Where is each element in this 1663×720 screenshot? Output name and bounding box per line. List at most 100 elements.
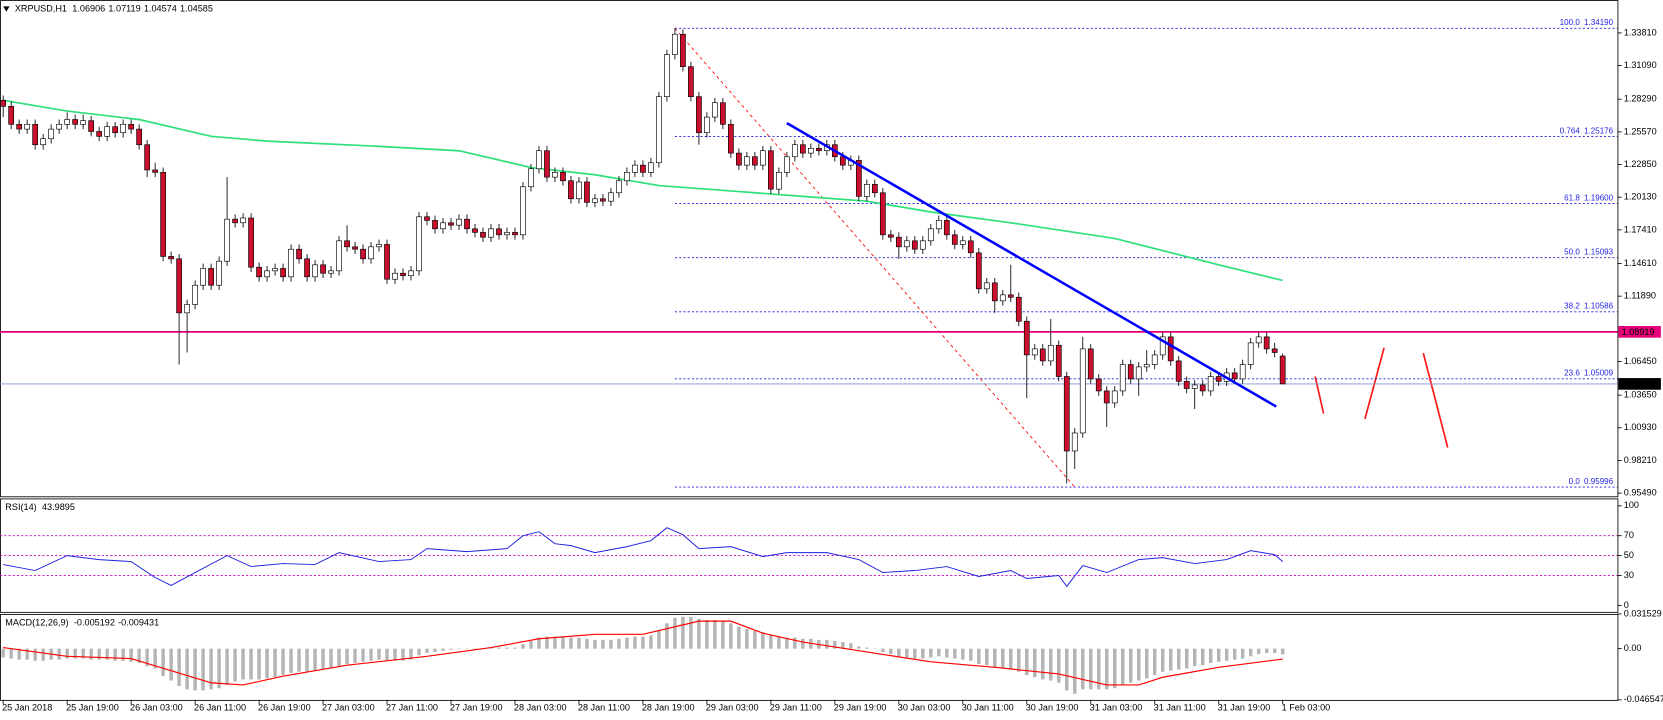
candle-body [959, 240, 966, 245]
y-tick-label: 1.28290 [1624, 94, 1657, 104]
macd-bar [321, 648, 325, 670]
fib-price: 1.19600 [1584, 193, 1614, 202]
x-tick-label: 26 Jan 11:00 [194, 703, 246, 713]
macd-bar [121, 648, 125, 661]
candle-body [344, 240, 350, 248]
candle-body [648, 162, 654, 173]
macd-bar [1224, 648, 1229, 661]
macd-bar [1121, 648, 1125, 685]
candle-body [136, 128, 142, 146]
candle-body [1215, 376, 1222, 382]
macd-bar [945, 648, 949, 658]
candle-body [448, 222, 454, 226]
macd-bar [537, 637, 541, 649]
candle-body [1151, 354, 1158, 365]
x-tick-label: 28 Jan 03:00 [514, 703, 567, 713]
macd-bar [57, 648, 61, 660]
macd-bar [593, 639, 597, 649]
macd-bar [881, 648, 885, 652]
candle-body [1127, 364, 1134, 380]
y-tick-label: 1.17410 [1624, 224, 1657, 234]
fib-ratio: 61.8 [1564, 193, 1580, 202]
macd-bar [729, 623, 733, 649]
macd-bar [545, 636, 549, 649]
macd-bar [41, 648, 45, 661]
macd-bar [737, 626, 741, 649]
candle-body [1167, 336, 1174, 362]
macd-bar [897, 648, 901, 657]
candle-body [1255, 336, 1262, 344]
candle-body [584, 181, 590, 203]
candle-body [616, 180, 622, 194]
macd-bar [1177, 648, 1181, 670]
macd-bar [649, 635, 653, 649]
candle-body [240, 217, 246, 224]
y-tick-label: 1.03650 [1624, 390, 1657, 400]
macd-bar [601, 639, 605, 649]
macd-bar [1169, 648, 1173, 671]
macd-bar [409, 648, 413, 660]
candle-body [104, 126, 111, 137]
candle-body [264, 270, 270, 278]
macd-bar [1073, 648, 1077, 694]
macd-bar [825, 639, 829, 649]
candle-body [232, 218, 238, 224]
macd-bar [113, 648, 117, 661]
fib-ratio: 23.6 [1564, 369, 1580, 378]
y-tick-label: 1.31090 [1624, 60, 1657, 70]
macd-bar [441, 648, 445, 651]
x-tick-label: 31 Jan 03:00 [1090, 703, 1143, 713]
macd-bar [289, 648, 293, 673]
candle-body [879, 192, 886, 236]
x-tick-label: 27 Jan 19:00 [450, 703, 503, 713]
candle-body [360, 248, 366, 260]
macd-bar [1201, 648, 1205, 666]
candle-body [64, 119, 71, 125]
fib-label: 0.764 1.25176 [1560, 126, 1614, 135]
panel-title: XRPUSD,H1 [15, 4, 67, 14]
macd-bar [313, 648, 317, 671]
macd-bar [569, 637, 573, 649]
candle-body [1119, 364, 1126, 392]
candle-body [40, 138, 47, 146]
macd-bar [713, 620, 717, 649]
macd-bar [921, 648, 925, 659]
macd-bar [305, 648, 309, 672]
macd-bar [1232, 648, 1237, 660]
header-value: -0.009431 [118, 618, 159, 628]
candle-body [935, 220, 942, 230]
macd-bar [753, 631, 757, 649]
candle-body [280, 268, 286, 278]
y-tick-label: 30 [1624, 570, 1634, 580]
candle-body [999, 294, 1006, 302]
macd-bar [129, 648, 133, 662]
macd-bar [865, 647, 869, 649]
candle-body [1191, 384, 1198, 389]
candle-body [1031, 348, 1038, 356]
candle-body [1231, 372, 1238, 380]
macd-bar [1065, 648, 1069, 691]
y-tick-label: 1.00930 [1624, 422, 1657, 432]
y-tick-label: 50 [1624, 550, 1634, 560]
candle-body [0, 99, 7, 107]
panel-header: MACD(12,26,9) -0.005192 -0.009431 [5, 618, 159, 628]
x-tick-label: 30 Jan 19:00 [1026, 703, 1079, 713]
candle-body [1159, 336, 1166, 356]
candle-body [1063, 376, 1070, 452]
x-tick-label: 29 Jan 11:00 [770, 703, 822, 713]
macd-bar [1272, 648, 1277, 654]
candle-body [815, 148, 822, 152]
candle-body [16, 123, 23, 130]
macd-bar [521, 644, 525, 649]
macd-bar [985, 648, 989, 666]
macd-bar [225, 648, 229, 685]
price-label-box [1618, 326, 1661, 338]
x-tick-label: 28 Jan 11:00 [578, 703, 630, 713]
macd-bar [657, 629, 661, 649]
macd-bar [1001, 648, 1005, 669]
panel-header: RSI(14) 43.9895 [5, 502, 75, 512]
x-tick-label: 30 Jan 11:00 [962, 703, 1014, 713]
macd-bar [721, 621, 725, 649]
